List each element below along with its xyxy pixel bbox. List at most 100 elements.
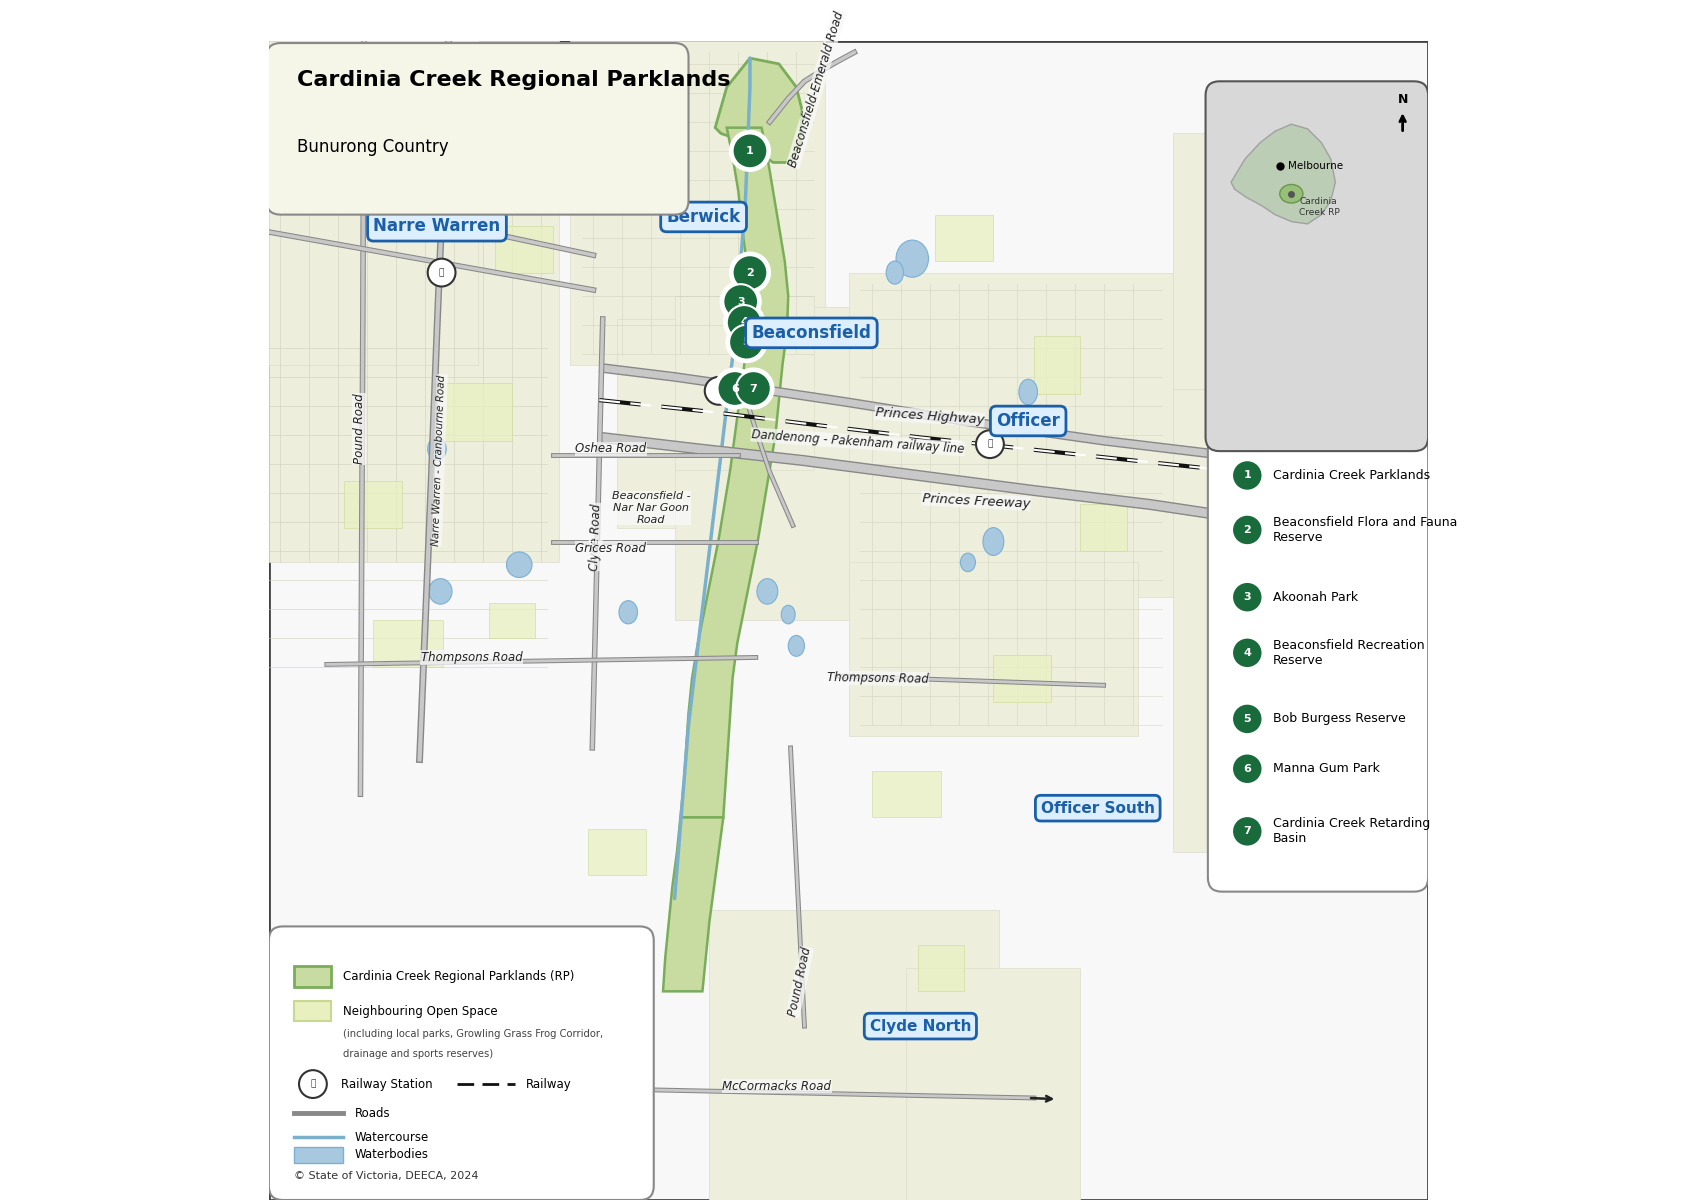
Ellipse shape <box>428 437 446 461</box>
Text: Cardinia Creek Regional Parklands: Cardinia Creek Regional Parklands <box>297 70 730 90</box>
Ellipse shape <box>886 260 903 284</box>
Text: Beaconsfield Recreation
Reserve: Beaconsfield Recreation Reserve <box>1273 638 1424 667</box>
Circle shape <box>730 131 770 170</box>
Text: Roads: Roads <box>355 1106 390 1120</box>
Text: Beaconsfield-Emerald Road: Beaconsfield-Emerald Road <box>786 10 847 169</box>
Text: Grices Road: Grices Road <box>575 542 647 554</box>
Text: Manna Gum Park: Manna Gum Park <box>1273 762 1380 775</box>
Text: Watercourse: Watercourse <box>355 1130 429 1144</box>
FancyBboxPatch shape <box>1205 82 1429 451</box>
Circle shape <box>733 133 767 168</box>
Text: Cardinia Creek Regional Parklands (RP): Cardinia Creek Regional Parklands (RP) <box>343 970 574 983</box>
Circle shape <box>1232 515 1263 545</box>
Circle shape <box>1232 754 1263 784</box>
Text: 7: 7 <box>1244 827 1251 836</box>
Text: Officer South: Officer South <box>1040 800 1154 816</box>
Ellipse shape <box>983 528 1005 556</box>
Bar <box>906 968 1081 1200</box>
Ellipse shape <box>619 601 638 624</box>
Text: 6: 6 <box>1244 763 1251 774</box>
Text: Bunurong Country: Bunurong Country <box>297 138 448 156</box>
Bar <box>848 563 1139 737</box>
FancyBboxPatch shape <box>268 926 653 1200</box>
Text: Cardinia Creek Parklands: Cardinia Creek Parklands <box>1273 469 1431 482</box>
Text: Railway: Railway <box>526 1078 572 1091</box>
Text: 7: 7 <box>750 384 757 394</box>
Circle shape <box>714 368 755 408</box>
Polygon shape <box>714 58 803 162</box>
Bar <box>709 910 1000 1200</box>
Circle shape <box>704 377 733 404</box>
Bar <box>373 620 443 667</box>
Text: Beaconsfield: Beaconsfield <box>752 324 871 342</box>
Circle shape <box>730 253 770 293</box>
Bar <box>1033 336 1081 395</box>
Ellipse shape <box>506 552 533 577</box>
Ellipse shape <box>757 578 777 604</box>
Circle shape <box>736 371 770 406</box>
Bar <box>268 41 477 365</box>
Bar <box>489 602 536 637</box>
Circle shape <box>976 431 1005 458</box>
Bar <box>675 307 882 620</box>
Text: Beaconsfield -
Nar Nar Goon
Road: Beaconsfield - Nar Nar Goon Road <box>613 491 691 524</box>
Text: Dandenong - Pakenham railway line: Dandenong - Pakenham railway line <box>750 428 964 456</box>
Text: Officer: Officer <box>996 412 1061 430</box>
Text: Princes Freeway: Princes Freeway <box>921 492 1030 510</box>
Text: Akoonah Park: Akoonah Park <box>1273 590 1358 604</box>
Circle shape <box>733 368 774 408</box>
Ellipse shape <box>1280 185 1303 203</box>
Bar <box>848 272 1173 598</box>
Circle shape <box>1232 582 1263 612</box>
Text: Cardinia Creek Retarding
Basin: Cardinia Creek Retarding Basin <box>1273 817 1431 845</box>
Ellipse shape <box>961 553 976 571</box>
Bar <box>616 319 791 528</box>
Circle shape <box>733 256 767 290</box>
Text: Beaconsfield Flora and Fauna
Reserve: Beaconsfield Flora and Fauna Reserve <box>1273 516 1458 544</box>
Circle shape <box>428 259 455 287</box>
Bar <box>1173 133 1429 389</box>
Text: 1: 1 <box>747 146 753 156</box>
Circle shape <box>730 325 764 360</box>
FancyBboxPatch shape <box>266 43 689 215</box>
Bar <box>268 41 558 563</box>
Polygon shape <box>680 127 787 817</box>
Text: Ⓡ: Ⓡ <box>311 1080 316 1088</box>
Text: Narre Warren - Cranbourne Road: Narre Warren - Cranbourne Road <box>431 374 448 546</box>
Bar <box>443 383 512 440</box>
Text: 5: 5 <box>1244 714 1251 724</box>
Text: Waterbodies: Waterbodies <box>355 1148 429 1162</box>
Bar <box>294 1147 343 1163</box>
Ellipse shape <box>896 240 928 277</box>
Text: 3: 3 <box>736 296 745 306</box>
Polygon shape <box>664 817 723 991</box>
Ellipse shape <box>781 605 796 624</box>
Text: 5: 5 <box>743 337 750 347</box>
Circle shape <box>721 282 760 322</box>
Circle shape <box>726 305 762 340</box>
Circle shape <box>1232 637 1263 668</box>
Text: Princes Highway: Princes Highway <box>874 406 984 427</box>
Text: Neighbouring Open Space: Neighbouring Open Space <box>343 1004 497 1018</box>
Bar <box>496 227 553 272</box>
Text: Ⓡ: Ⓡ <box>716 386 721 395</box>
Text: Thompsons Road: Thompsons Road <box>826 671 928 685</box>
Text: Railway Station: Railway Station <box>341 1078 433 1091</box>
Text: Narre Warren: Narre Warren <box>373 217 501 235</box>
Bar <box>935 215 993 260</box>
Text: McCormacks Road: McCormacks Road <box>723 1080 832 1093</box>
Bar <box>570 41 825 365</box>
Text: Bob Burgess Reserve: Bob Burgess Reserve <box>1273 713 1405 726</box>
Bar <box>872 772 942 817</box>
FancyBboxPatch shape <box>1208 434 1429 892</box>
Bar <box>587 829 645 876</box>
Circle shape <box>726 323 765 362</box>
Ellipse shape <box>1018 379 1037 404</box>
Text: Pound Road: Pound Road <box>353 394 367 464</box>
Text: 4: 4 <box>1244 648 1251 658</box>
Circle shape <box>1232 461 1263 491</box>
Text: Clyde North: Clyde North <box>869 1019 971 1033</box>
Text: 2: 2 <box>747 268 753 277</box>
Bar <box>918 944 964 991</box>
Circle shape <box>725 302 764 342</box>
